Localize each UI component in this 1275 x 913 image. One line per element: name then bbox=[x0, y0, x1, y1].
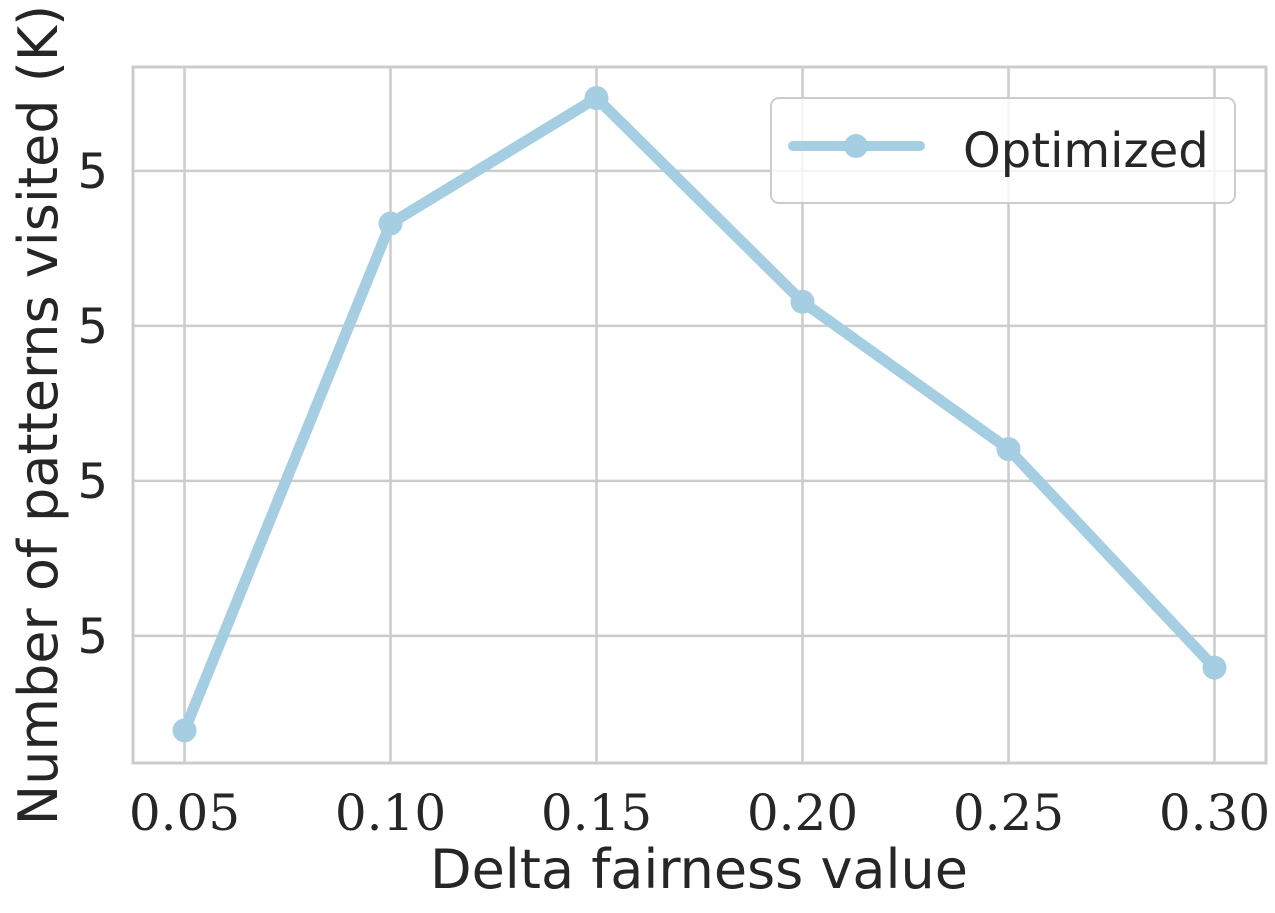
series-layer bbox=[172, 86, 1227, 743]
legend-box bbox=[770, 97, 1236, 204]
y-tick-label: 5 bbox=[77, 454, 108, 510]
x-tick-label: 0.05 bbox=[129, 784, 240, 842]
plot-frame bbox=[131, 65, 1268, 765]
y-tick-label: 5 bbox=[77, 609, 108, 665]
series-line-optimized bbox=[179, 92, 1220, 736]
data-point bbox=[1202, 655, 1227, 680]
legend: Optimized bbox=[770, 97, 1236, 204]
data-point bbox=[790, 289, 815, 314]
y-tick-label: 5 bbox=[77, 144, 108, 200]
x-axis-label: Delta fairness value bbox=[430, 838, 968, 901]
y-tick-labels: 5 5 5 5 bbox=[77, 144, 108, 665]
legend-label-optimized: Optimized bbox=[963, 123, 1209, 179]
data-point bbox=[172, 718, 197, 743]
x-tick-label: 0.30 bbox=[1159, 784, 1270, 842]
x-tick-label: 0.20 bbox=[747, 784, 858, 842]
data-point bbox=[584, 86, 609, 111]
y-tick-label: 5 bbox=[77, 299, 108, 355]
x-tick-label: 0.15 bbox=[541, 784, 652, 842]
data-point bbox=[996, 437, 1021, 462]
x-tick-labels: 0.05 0.10 0.15 0.20 0.25 0.30 bbox=[129, 784, 1270, 842]
y-axis-label: Number of patterns visited (K) bbox=[7, 5, 70, 826]
data-point bbox=[378, 211, 403, 236]
legend-marker-sample bbox=[844, 134, 868, 158]
x-tick-label: 0.25 bbox=[953, 784, 1064, 842]
x-tick-label: 0.10 bbox=[335, 784, 446, 842]
